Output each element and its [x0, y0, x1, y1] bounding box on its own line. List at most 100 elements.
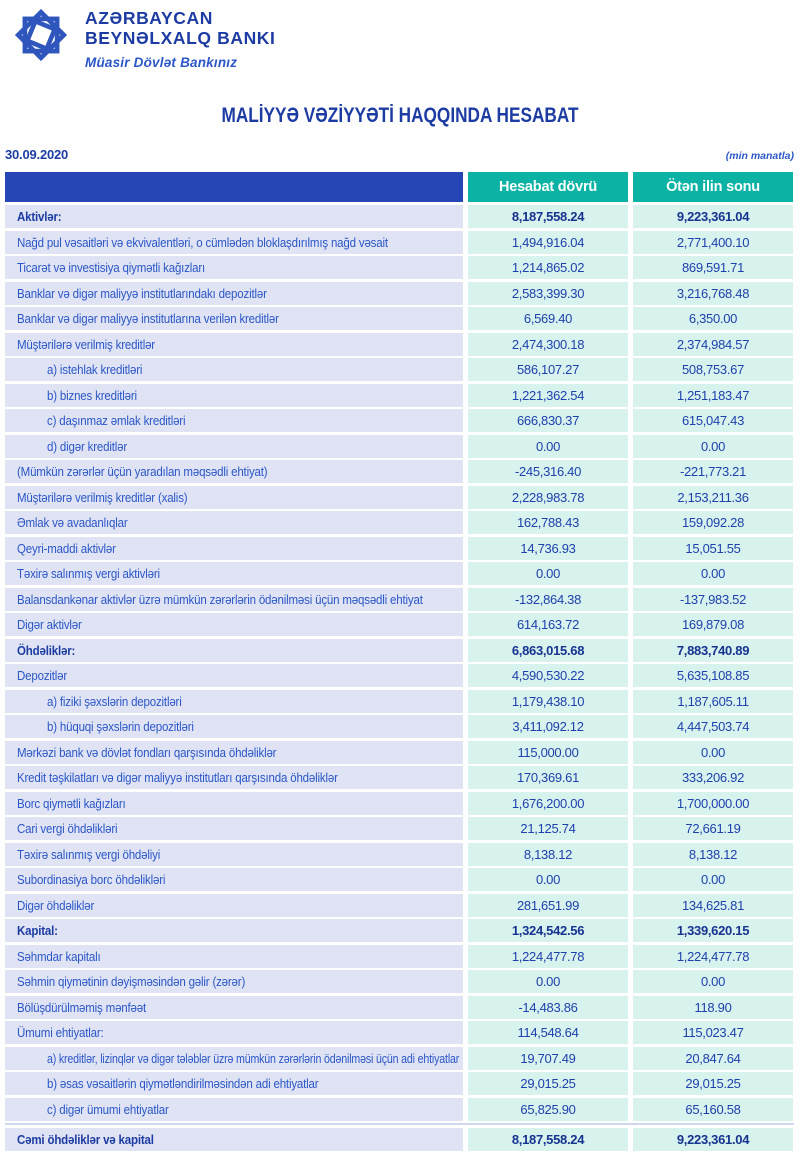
row-value-current: -245,316.40: [468, 460, 628, 483]
table-row: Ticarət və investisiya qiymətli kağızlar…: [5, 256, 794, 279]
table-row: Borc qiymətli kağızları 1,676,200.00 1,7…: [5, 791, 794, 815]
row-label: Kapital:: [5, 919, 463, 942]
table-row: Subordinasiya borc öhdəlikləri 0.00 0.00: [5, 868, 794, 891]
row-value-current: 1,221,362.54: [468, 383, 628, 407]
table-row: b) biznes kreditləri 1,221,362.54 1,251,…: [5, 383, 794, 407]
row-label: Banklar və digər maliyyə institutlarında…: [5, 281, 463, 305]
row-label: c) digər ümumi ehtiyatlar: [5, 1097, 463, 1121]
table-row: Digər öhdəliklər 281,651.99 134,625.81: [5, 893, 794, 917]
row-value-current: 0.00: [468, 970, 628, 993]
row-value-previous: 333,206.92: [633, 766, 793, 789]
bank-brand: AZƏRBAYCAN BEYNƏLXALQ BANKI Müasir Dövlə…: [10, 4, 276, 70]
table-row: Banklar və digər maliyyə institutlarında…: [5, 281, 794, 305]
column-header-current-period: Hesabat dövrü: [468, 172, 628, 202]
row-value-current: 4,590,530.22: [468, 664, 628, 687]
row-value-previous: 65,160.58: [633, 1097, 793, 1121]
row-label: b) biznes kreditləri: [5, 383, 463, 407]
row-value-current: 2,474,300.18: [468, 332, 628, 356]
row-label: Səhmdar kapitalı: [5, 944, 463, 968]
table-row: Təxirə salınmış vergi aktivləri 0.00 0.0…: [5, 562, 794, 585]
table-row: c) daşınmaz əmlak kreditləri 666,830.37 …: [5, 409, 794, 432]
row-label: b) hüquqi şəxslərin depozitləri: [5, 715, 463, 738]
table-body: Aktivlər: 8,187,558.24 9,223,361.04 Nağd…: [5, 205, 794, 1151]
row-label: Nağd pul vəsaitləri və ekvivalentləri, o…: [5, 230, 463, 254]
row-value-previous: 615,047.43: [633, 409, 793, 432]
table-row: d) digər kreditlər 0.00 0.00: [5, 434, 794, 458]
row-label: a) kreditlər, lizinqlər və digər tələblə…: [5, 1046, 463, 1070]
row-value-previous: -137,983.52: [633, 587, 793, 611]
row-value-previous: 2,374,984.57: [633, 332, 793, 356]
row-label: Təxirə salınmış vergi aktivləri: [5, 562, 463, 585]
row-value-previous: 1,251,183.47: [633, 383, 793, 407]
row-label: a) istehlak kreditləri: [5, 358, 463, 381]
row-value-previous: -221,773.21: [633, 460, 793, 483]
row-value-current: 0.00: [468, 434, 628, 458]
table-row: Müştərilərə verilmiş kreditlər 2,474,300…: [5, 332, 794, 356]
row-value-current: 114,548.64: [468, 1021, 628, 1044]
row-value-current: 14,736.93: [468, 536, 628, 560]
row-label: a) fiziki şəxslərin depozitləri: [5, 689, 463, 713]
row-label: Cəmi öhdəliklər və kapital: [5, 1127, 463, 1151]
bank-name-block: AZƏRBAYCAN BEYNƏLXALQ BANKI Müasir Dövlə…: [85, 4, 276, 70]
row-label: Digər aktivlər: [5, 613, 463, 636]
bank-tagline: Müasir Dövlət Bankınız: [85, 55, 238, 71]
row-value-current: 0.00: [468, 562, 628, 585]
row-value-current: -14,483.86: [468, 995, 628, 1019]
table-row: Səhmin qiymətinin dəyişməsindən gəlir (z…: [5, 970, 794, 993]
table-row: a) kreditlər, lizinqlər və digər tələblə…: [5, 1046, 794, 1070]
row-value-current: 8,138.12: [468, 842, 628, 866]
row-value-previous: 2,153,211.36: [633, 485, 793, 509]
table-row: b) əsas vəsaitlərin qiymətləndirilməsind…: [5, 1072, 794, 1095]
total-separator: [5, 1123, 794, 1125]
report-meta: 30.09.2020 (min manatla): [5, 147, 794, 162]
row-label: Depozitlər: [5, 664, 463, 687]
row-label: Müştərilərə verilmiş kreditlər (xalis): [5, 485, 463, 509]
row-value-current: 1,224,477.78: [468, 944, 628, 968]
row-value-previous: 118.90: [633, 995, 793, 1019]
row-value-previous: 1,224,477.78: [633, 944, 793, 968]
table-row: a) istehlak kreditləri 586,107.27 508,75…: [5, 358, 794, 381]
row-value-current: 65,825.90: [468, 1097, 628, 1121]
row-value-previous: 15,051.55: [633, 536, 793, 560]
row-value-current: -132,864.38: [468, 587, 628, 611]
table-row: Nağd pul vəsaitləri və ekvivalentləri, o…: [5, 230, 794, 254]
row-value-current: 8,187,558.24: [468, 205, 628, 228]
row-value-previous: 8,138.12: [633, 842, 793, 866]
unit-note: (min manatla): [725, 150, 794, 162]
row-value-previous: 7,883,740.89: [633, 638, 793, 662]
row-value-previous: 134,625.81: [633, 893, 793, 917]
row-value-previous: 6,350.00: [633, 307, 793, 330]
row-label: Əmlak və avadanlıqlar: [5, 511, 463, 534]
table-row: Ümumi ehtiyatlar: 114,548.64 115,023.47: [5, 1021, 794, 1044]
table-row: Kredit təşkilatları və digər maliyyə ins…: [5, 766, 794, 789]
row-value-previous: 0.00: [633, 562, 793, 585]
table-row: b) hüquqi şəxslərin depozitləri 3,411,09…: [5, 715, 794, 738]
table-row: (Mümkün zərərlər üçün yaradılan məqsədli…: [5, 460, 794, 483]
row-value-current: 6,569.40: [468, 307, 628, 330]
row-value-previous: 869,591.71: [633, 256, 793, 279]
row-label: Balansdankənar aktivlər üzrə mümkün zərə…: [5, 587, 463, 611]
table-row: c) digər ümumi ehtiyatlar 65,825.90 65,1…: [5, 1097, 794, 1121]
row-value-previous: 0.00: [633, 740, 793, 764]
table-row: Əmlak və avadanlıqlar 162,788.43 159,092…: [5, 511, 794, 534]
row-value-current: 0.00: [468, 868, 628, 891]
table-row: Kapital: 1,324,542.56 1,339,620.15: [5, 919, 794, 942]
row-label: Borc qiymətli kağızları: [5, 791, 463, 815]
row-value-previous: 0.00: [633, 434, 793, 458]
row-value-current: 170,369.61: [468, 766, 628, 789]
table-row: Banklar və digər maliyyə institutlarına …: [5, 307, 794, 330]
row-label: Mərkəzi bank və dövlət fondları qarşısın…: [5, 740, 463, 764]
row-value-current: 8,187,558.24: [468, 1127, 628, 1151]
row-value-previous: 508,753.67: [633, 358, 793, 381]
table-row: Qeyri-maddi aktivlər 14,736.93 15,051.55: [5, 536, 794, 560]
financial-position-table: Hesabat dövrü Ötən ilin sonu Aktivlər: 8…: [5, 172, 794, 1153]
row-value-current: 19,707.49: [468, 1046, 628, 1070]
row-value-previous: 3,216,768.48: [633, 281, 793, 305]
row-value-current: 1,324,542.56: [468, 919, 628, 942]
row-label: Subordinasiya borc öhdəlikləri: [5, 868, 463, 891]
row-value-current: 281,651.99: [468, 893, 628, 917]
table-row: Səhmdar kapitalı 1,224,477.78 1,224,477.…: [5, 944, 794, 968]
row-label: Səhmin qiymətinin dəyişməsindən gəlir (z…: [5, 970, 463, 993]
row-value-previous: 0.00: [633, 970, 793, 993]
row-label: d) digər kreditlər: [5, 434, 463, 458]
